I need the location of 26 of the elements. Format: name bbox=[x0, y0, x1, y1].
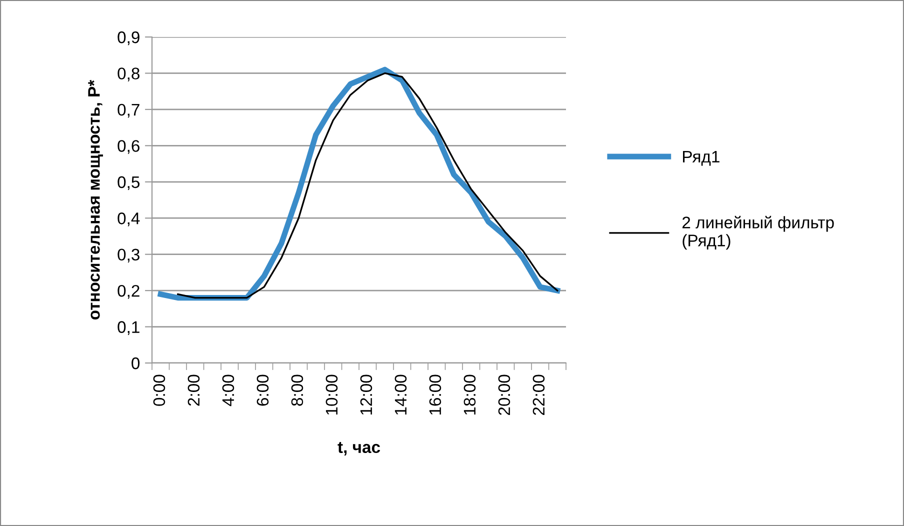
x-tick-label: 18:00 bbox=[464, 374, 476, 415]
x-tick-label: 20:00 bbox=[498, 374, 510, 415]
y-tick-label: 0,2 bbox=[118, 284, 140, 299]
y-tick-label: 0,6 bbox=[118, 140, 140, 154]
x-tick-label: 12:00 bbox=[360, 374, 372, 415]
x-tick-label: 6:00 bbox=[256, 374, 269, 406]
y-tick-label: 0,9 bbox=[118, 31, 140, 46]
x-tick-label: 8:00 bbox=[291, 374, 304, 406]
x-tick-label: 22:00 bbox=[532, 374, 545, 415]
y-tick-label: 0,1 bbox=[118, 321, 140, 335]
y-tick-label: 0,7 bbox=[118, 104, 140, 118]
legend-label: Ряд1 bbox=[683, 150, 720, 166]
legend-label: 2 линейный фильтр (Ряд1) bbox=[682, 216, 834, 250]
x-tick-label: 14:00 bbox=[394, 374, 407, 415]
y-tick-label: 0,3 bbox=[118, 248, 140, 263]
y-tick-label: 0 bbox=[132, 357, 140, 370]
y-axis-title: относительная мощность, Р* bbox=[88, 80, 103, 320]
y-tick-label: 0,4 bbox=[118, 212, 140, 226]
y-tick-label: 0,8 bbox=[118, 68, 140, 82]
x-tick-label: 10:00 bbox=[326, 374, 338, 415]
x-tick-label: 16:00 bbox=[429, 374, 442, 415]
x-tick-label: 2:00 bbox=[188, 374, 200, 406]
x-tick-label: 4:00 bbox=[222, 374, 234, 406]
x-axis-title: t, час bbox=[338, 442, 380, 456]
y-tick-label: 0,5 bbox=[118, 176, 140, 190]
x-tick-label: 0:00 bbox=[153, 374, 166, 406]
